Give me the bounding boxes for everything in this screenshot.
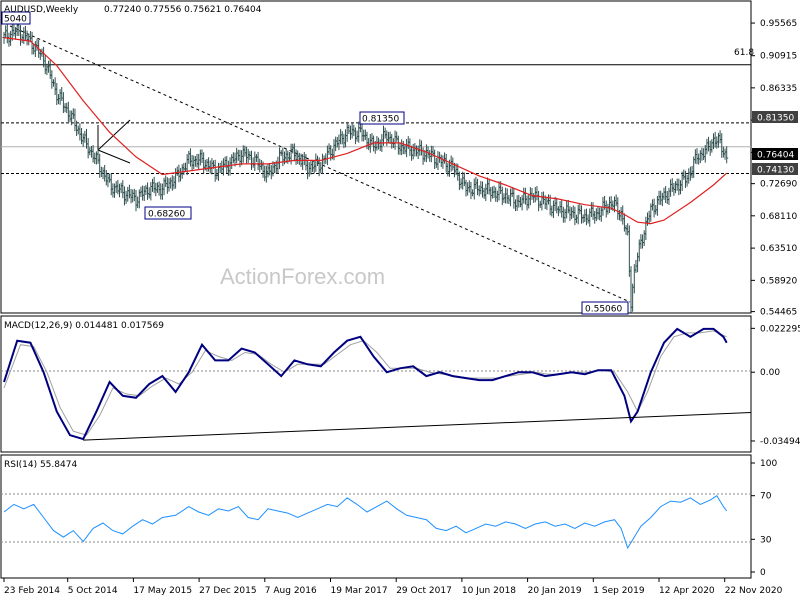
- macd-label: MACD(12,26,9) 0.014481 0.017569: [4, 321, 164, 331]
- time-tick-label: 23 Feb 2014: [4, 586, 60, 596]
- time-tick-label: 22 Nov 2020: [725, 586, 783, 596]
- time-tick-label: 7 Aug 2016: [265, 586, 317, 596]
- rsi-tick-label: 0: [760, 568, 766, 578]
- rsi-tick-label: 100: [760, 459, 777, 469]
- time-tick-label: 1 Sep 2019: [593, 586, 645, 596]
- wedge-lower-line: [97, 149, 131, 164]
- price-tick-label: 0.90915: [760, 52, 797, 62]
- price-tick-label: 0.68110: [760, 212, 797, 222]
- annotation-low-2020: 0.55060: [581, 301, 629, 315]
- time-tick-label: 27 Dec 2015: [199, 586, 257, 596]
- annotation-high-2014-label: 5040: [4, 15, 27, 25]
- tag-current-label: 0.76404: [757, 151, 794, 161]
- rsi-line: [3, 494, 728, 550]
- time-tick-label: 20 Jan 2019: [528, 586, 582, 596]
- price-tick-label: 0.58920: [760, 276, 797, 286]
- macd-tick-label: -0.034948: [760, 437, 800, 447]
- time-tick-label: 10 Jun 2018: [462, 586, 516, 596]
- annotation-low-2015: 0.68260: [144, 206, 192, 220]
- chart-title: AUDUSD,Weekly: [4, 5, 79, 15]
- time-tick-label: 17 May 2015: [133, 586, 192, 596]
- macd-panel: MACD(12,26,9) 0.014481 0.017569 0.022295…: [0, 315, 800, 453]
- macd-tick-label: 0.00: [760, 368, 780, 378]
- falling-trendline: [9, 25, 631, 303]
- price-tick-label: 0.63510: [760, 244, 797, 254]
- time-tick-label: 12 Apr 2020: [659, 586, 715, 596]
- macd-axis: 0.022295 0.00 -0.034948: [751, 324, 800, 447]
- rsi-label: RSI(14) 55.8474: [4, 460, 77, 470]
- price-panel: ActionForex.com 5040 0.68260 0.81350 0.5…: [0, 0, 798, 318]
- price-tick-label: 0.72690: [760, 180, 797, 190]
- wedge-upper-line: [97, 119, 131, 151]
- rsi-tick-label: 30: [760, 535, 772, 545]
- ohlc-readout: 0.77240 0.77556 0.75621 0.76404: [104, 5, 262, 15]
- annotation-high-2014: 5040: [1, 11, 31, 25]
- rsi-axis: 100 70 30 0: [751, 459, 777, 578]
- annotation-low-2015-label: 0.68260: [148, 210, 185, 220]
- time-tick-label: 29 Oct 2017: [396, 586, 452, 596]
- macd-line: [3, 327, 728, 441]
- macd-tick-label: 0.022295: [760, 324, 800, 334]
- price-tick-label: 0.86335: [760, 84, 797, 94]
- rsi-tick-label: 70: [760, 492, 772, 502]
- tag-resistance-label: 0.81350: [757, 114, 794, 124]
- price-tick-label: 0.95565: [760, 19, 797, 29]
- price-trendlines: [9, 25, 631, 303]
- annotation-high-2017: 0.81350: [359, 111, 405, 125]
- annotation-low-2020-label: 0.55060: [585, 305, 622, 315]
- price-tick-label: 0.54465: [760, 308, 797, 318]
- ohlc-bar: [725, 146, 729, 164]
- time-tick-label: 5 Oct 2014: [68, 586, 118, 596]
- tag-resistance: 0.81350: [752, 111, 798, 124]
- tag-support: 0.74130: [752, 163, 798, 176]
- time-tick-label: 19 Mar 2017: [331, 586, 388, 596]
- annotation-high-2017-label: 0.81350: [362, 115, 399, 125]
- fib-level-label: 61.8: [734, 48, 754, 58]
- time-axis: 23 Feb 2014 5 Oct 2014 17 May 2015 27 Dec 2…: [1, 577, 783, 596]
- macd-support-trendline: [83, 412, 752, 441]
- watermark: ActionForex.com: [220, 264, 385, 289]
- moving-average-line: [3, 37, 728, 225]
- tag-support-label: 0.74130: [757, 166, 794, 176]
- tag-current: 0.76404: [752, 148, 798, 161]
